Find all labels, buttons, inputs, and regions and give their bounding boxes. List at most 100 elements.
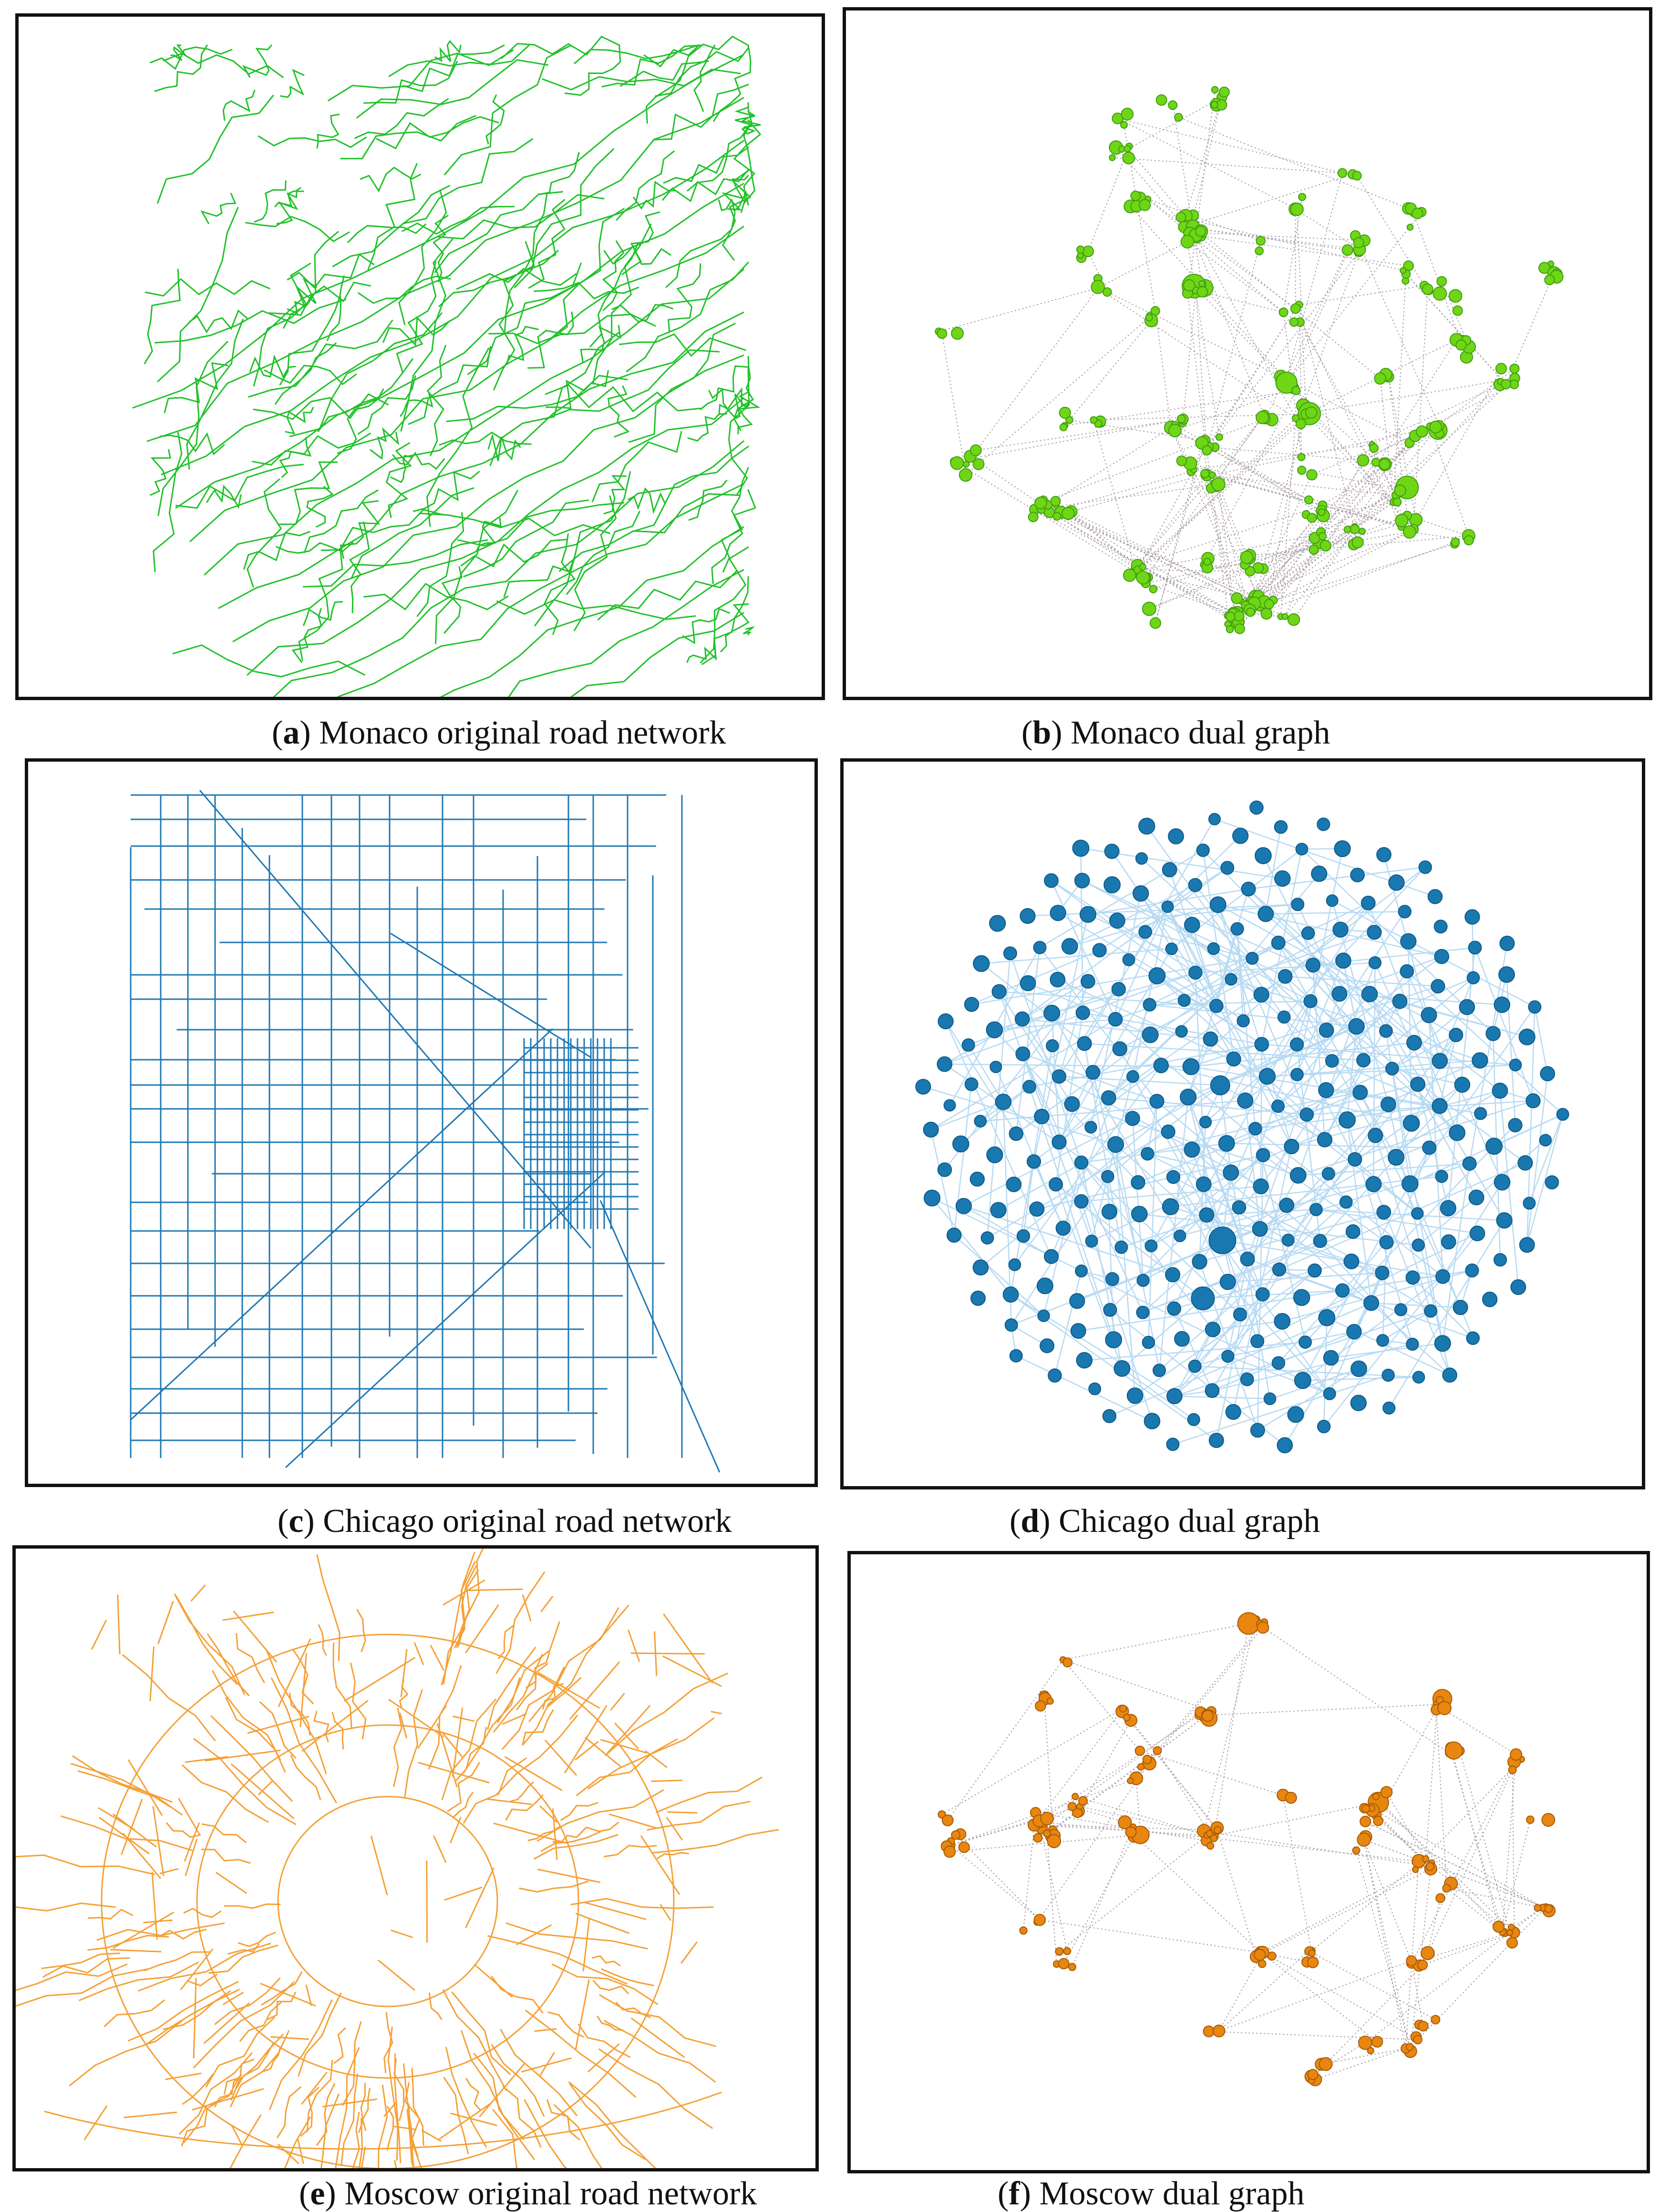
graph-edge <box>1260 1952 1378 2042</box>
graph-edge <box>1299 285 1424 306</box>
graph-node <box>1263 1392 1277 1406</box>
graph-node <box>1127 1777 1134 1784</box>
graph-edge <box>1388 377 1410 532</box>
road-segment <box>742 626 755 636</box>
graph-node <box>1188 965 1203 980</box>
graph-node <box>1139 563 1146 571</box>
road-segment <box>603 475 627 515</box>
road-local <box>587 2043 620 2073</box>
graph-node <box>964 997 979 1012</box>
road-segment <box>349 521 370 613</box>
graph-edge <box>1087 146 1130 252</box>
graph-node <box>1287 613 1300 626</box>
graph-edge <box>1214 1838 1432 1863</box>
road-local <box>433 1835 447 1863</box>
graph-node <box>1202 1710 1214 1722</box>
road-segment <box>396 261 437 373</box>
road-segment <box>367 163 418 270</box>
graph-edge <box>1526 1114 1564 1245</box>
road-local <box>630 1652 705 1655</box>
graph-node <box>1313 1234 1327 1248</box>
graph-edge <box>980 1100 1246 1122</box>
graph-node <box>1348 1018 1365 1035</box>
graph-node <box>1104 844 1120 859</box>
road-segment <box>387 2026 399 2161</box>
graph-edge <box>1122 1711 1218 1830</box>
road-segment <box>597 570 737 620</box>
graph-node <box>1003 946 1017 961</box>
graph-node <box>1245 566 1256 577</box>
graph-edge <box>1371 377 1515 445</box>
caption-text: Moscow dual graph <box>1039 2175 1305 2212</box>
graph-node <box>1356 1053 1371 1067</box>
graph-edge <box>1217 904 1456 1036</box>
graph-edges <box>941 1620 1549 2081</box>
graph-node <box>1271 935 1286 950</box>
graph-edge <box>1247 1104 1389 1260</box>
graph-edge <box>1056 516 1237 623</box>
road-local <box>322 2098 377 2108</box>
graph-edge <box>1266 443 1410 614</box>
graph-edge <box>1130 1720 1218 1830</box>
graph-node <box>1137 1763 1145 1771</box>
graph-node <box>1462 1156 1477 1171</box>
road-segment <box>103 1999 165 2027</box>
graph-edge <box>945 1021 1052 1257</box>
road-segment <box>254 180 287 223</box>
graph-edge <box>1072 1103 1299 1176</box>
road-segment <box>340 115 476 160</box>
road-segment <box>223 2058 255 2095</box>
road-segment <box>188 309 248 333</box>
graph-edge <box>1230 510 1322 617</box>
graph-edge <box>1436 1709 1447 1889</box>
graph-edge <box>1038 1820 1068 1952</box>
graph-edge <box>1071 474 1205 512</box>
graph-edge <box>1446 1888 1543 1908</box>
graph-node <box>1255 847 1272 865</box>
road-segment <box>201 1823 247 1843</box>
graph-node <box>1246 607 1255 617</box>
graph-node <box>1149 585 1158 593</box>
graph-node <box>1035 1700 1046 1712</box>
graph-edge <box>1505 273 1555 384</box>
graph-edge <box>931 1198 1011 1295</box>
graph-node <box>1304 495 1313 505</box>
road-segment <box>502 2086 542 2148</box>
graph-node <box>1240 550 1254 564</box>
graph-edge <box>1258 442 1410 597</box>
graph-node <box>1294 1372 1311 1389</box>
graph-node <box>1318 508 1326 517</box>
road-segment <box>174 1593 246 1695</box>
graph-edge <box>1051 880 1116 1020</box>
graph-node <box>1256 1148 1270 1162</box>
road-segment <box>235 2042 275 2089</box>
graph-node <box>1208 1226 1237 1254</box>
downtown-grid <box>523 1038 639 1229</box>
graph-node <box>1220 861 1235 875</box>
road-local <box>247 1716 309 1734</box>
road-segment <box>331 1712 344 1750</box>
road-segment <box>363 583 509 610</box>
graph-node <box>1019 1926 1028 1935</box>
road-segment <box>496 599 696 620</box>
graph-edge <box>1206 475 1414 530</box>
graph-node <box>941 1814 954 1827</box>
graph-node <box>1472 1052 1488 1069</box>
road-segment <box>157 341 228 516</box>
road-segment <box>122 1654 216 1742</box>
road-segment <box>601 44 702 88</box>
graph-node <box>1358 527 1366 535</box>
graph-node <box>1421 1007 1437 1023</box>
graph-edge <box>1034 1824 1214 1837</box>
caption-letter: c <box>289 1503 304 1540</box>
road-segment <box>519 1880 589 1893</box>
graph-edge <box>1210 1038 1418 1214</box>
graph-edge <box>1175 424 1309 501</box>
road-lines <box>16 1549 779 2168</box>
graph-edge <box>1167 906 1292 1147</box>
road-segment <box>72 1755 173 1803</box>
graph-node <box>1332 921 1349 938</box>
graph-node <box>1198 280 1206 287</box>
graph-node <box>1350 1395 1367 1411</box>
road-segment <box>361 2147 366 2168</box>
